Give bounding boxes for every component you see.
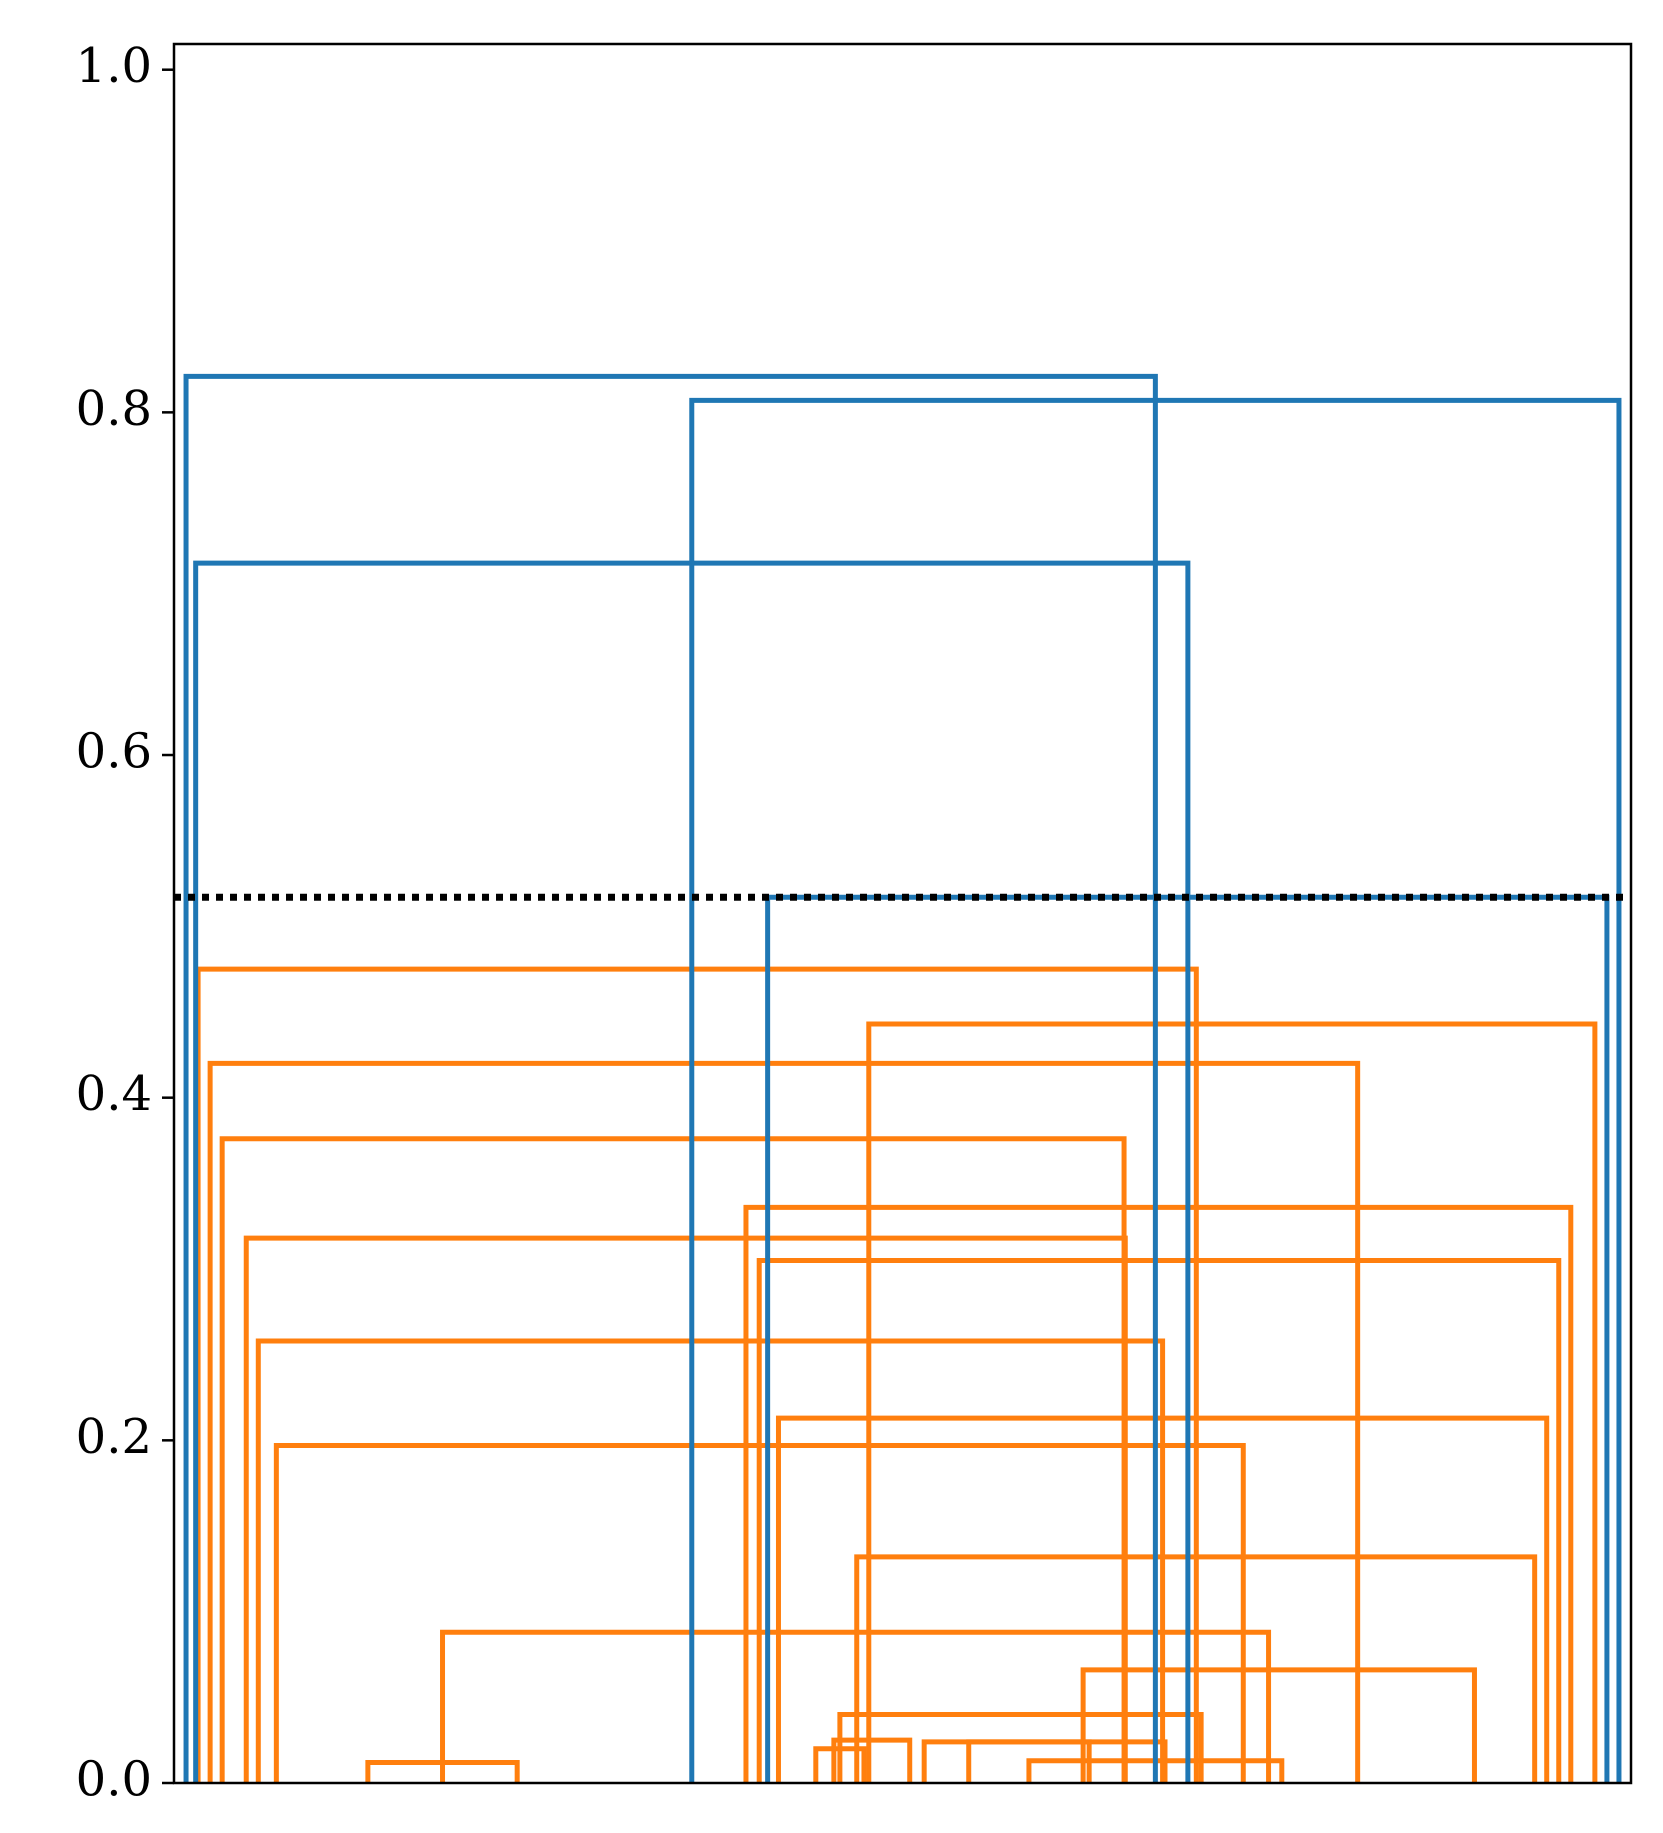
dendrogram-link-18 <box>866 1021 1598 1783</box>
dendrogram-link-17 <box>207 1060 1361 1783</box>
plot-frame <box>172 42 1633 1785</box>
y-tick-label: 0.2 <box>76 1409 152 1465</box>
y-tick-label: 0.4 <box>76 1066 152 1122</box>
y-tick-label: 0.6 <box>76 724 152 780</box>
dendrogram-links <box>183 373 1622 1783</box>
dendrogram-link-19 <box>195 966 1199 1783</box>
y-axis: 0.0 0.2 0.4 0.6 0.8 1.0 <box>76 38 174 1808</box>
dendrogram-link-6 <box>837 1711 1204 1783</box>
dendrogram-link-12 <box>255 1338 1166 1783</box>
y-tick-label: 0.8 <box>76 381 152 437</box>
dendrogram-link-14 <box>243 1235 1128 1783</box>
dendrogram-link-5 <box>831 1737 913 1783</box>
y-tick-label: 1.0 <box>76 38 152 94</box>
dendrogram-link-16 <box>219 1136 1127 1783</box>
dendrogram-link-7 <box>1080 1667 1477 1783</box>
y-tick-label: 0.0 <box>76 1752 152 1808</box>
dendrogram-link-15 <box>743 1204 1574 1783</box>
dendrogram-link-23 <box>183 373 1158 1783</box>
dendrogram-link-13 <box>756 1257 1562 1783</box>
